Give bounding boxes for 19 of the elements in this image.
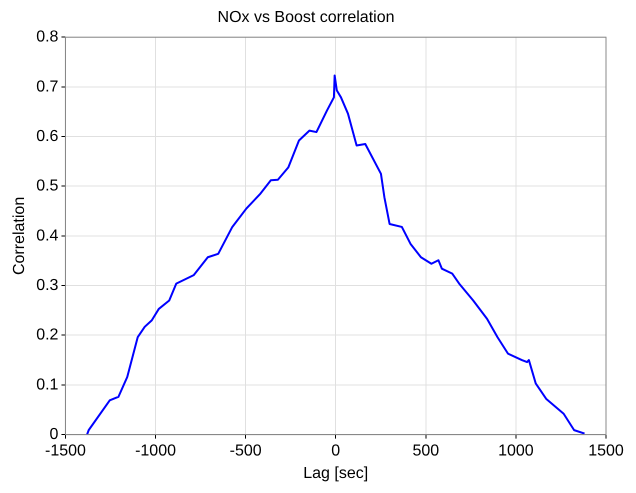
x-axis-title: Lag [sec]	[303, 464, 368, 482]
x-tick-label: 1000	[498, 442, 534, 460]
y-tick-label: 0.5	[36, 178, 59, 195]
x-tick-label: 0	[331, 442, 340, 460]
y-tick-label: 0.2	[36, 326, 59, 344]
x-tick-label: 500	[412, 442, 440, 460]
chart-title: NOx vs Boost correlation	[218, 9, 394, 26]
y-tick-label: 0.1	[36, 376, 59, 394]
y-tick-label: 0.3	[36, 276, 59, 294]
y-tick-label: 0.7	[36, 78, 59, 96]
y-axis-title: Correlation	[11, 196, 28, 276]
x-tick-label: -1500	[44, 442, 86, 460]
y-tick-label: 0.6	[36, 128, 59, 145]
x-tick-label: 1500	[588, 442, 624, 460]
y-tick-label: 0.4	[36, 227, 59, 244]
y-tick-label: 0	[50, 426, 59, 444]
x-tick-label: -500	[230, 442, 262, 460]
x-tick-label: -1000	[135, 442, 176, 460]
y-tick-label: 0.8	[36, 28, 59, 46]
